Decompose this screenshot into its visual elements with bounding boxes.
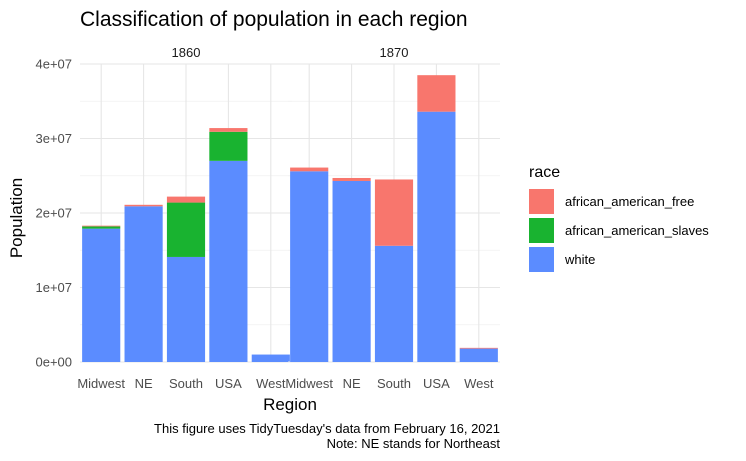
x-tick-label: West — [256, 376, 286, 391]
y-tick-label: 2e+07 — [35, 206, 72, 221]
bar-white-USA — [417, 111, 456, 363]
x-tick-label: West — [464, 376, 494, 391]
bar-white-USA — [209, 160, 248, 362]
legend-label: african_american_free — [565, 194, 694, 209]
legend-title: race — [529, 164, 560, 181]
bar-african_american_free-USA — [417, 75, 456, 112]
legend-key-african_american_free — [529, 189, 554, 214]
bar-african_american_free-NE — [332, 177, 371, 181]
facet-panel-1870: 1870 Midwest NE South USA West — [285, 45, 500, 391]
bar-african_american_free-West — [459, 347, 498, 349]
bar-african_american_slaves-Midwest — [82, 226, 121, 229]
bar-african_american_free-USA — [209, 128, 248, 132]
chart-title: Classification of population in each reg… — [80, 8, 468, 31]
x-tick-label: NE — [135, 376, 153, 391]
y-tick-label: 0e+00 — [35, 355, 72, 370]
legend-label: african_american_slaves — [565, 223, 709, 238]
x-tick-label: USA — [423, 376, 450, 391]
bar-white-Midwest — [82, 228, 121, 362]
x-tick-label: South — [377, 376, 411, 391]
x-axis-title: Region — [263, 395, 317, 414]
y-axis-title: Population — [7, 178, 26, 258]
facet-strip-label: 1860 — [172, 45, 201, 60]
legend-key-white — [529, 247, 554, 272]
bar-white-NE — [332, 180, 371, 362]
legend-label: white — [564, 252, 595, 267]
bar-white-NE — [124, 206, 163, 362]
bar-african_american_free-South — [166, 196, 206, 203]
x-tick-label: South — [169, 376, 203, 391]
bar-african_american_slaves-USA — [209, 131, 248, 161]
bar-african_american_slaves-South — [166, 202, 206, 257]
facet-panel-1860: 1860 Midwest NE South USA West — [77, 45, 292, 391]
legend-key-african_american_slaves — [529, 218, 554, 243]
facet-strip-label: 1870 — [380, 45, 409, 60]
bar-white-West — [251, 354, 290, 362]
bar-african_american_free-Midwest — [82, 225, 121, 227]
x-tick-label: NE — [343, 376, 361, 391]
bar-white-South — [374, 245, 414, 362]
bar-african_american_free-South — [374, 179, 414, 246]
caption-line-2: Note: NE stands for Northeast — [327, 436, 501, 451]
bar-african_american_free-Midwest — [290, 167, 329, 172]
x-tick-label: Midwest — [285, 376, 333, 391]
bar-african_american_free-NE — [124, 204, 163, 207]
y-tick-label: 1e+07 — [35, 280, 72, 295]
bar-white-South — [166, 256, 206, 362]
plot-panels: 1860 Midwest NE South USA West 1870 Midwest NE So… — [35, 45, 500, 391]
x-tick-label: Midwest — [77, 376, 125, 391]
y-tick-label: 3e+07 — [35, 131, 72, 146]
x-tick-label: USA — [215, 376, 242, 391]
y-tick-label: 4e+07 — [35, 57, 72, 72]
legend: african_american_free african_american_sl… — [529, 189, 709, 272]
bar-white-Midwest — [290, 171, 329, 362]
bar-white-West — [459, 348, 498, 362]
caption-line-1: This figure uses TidyTuesday's data from… — [154, 421, 500, 436]
